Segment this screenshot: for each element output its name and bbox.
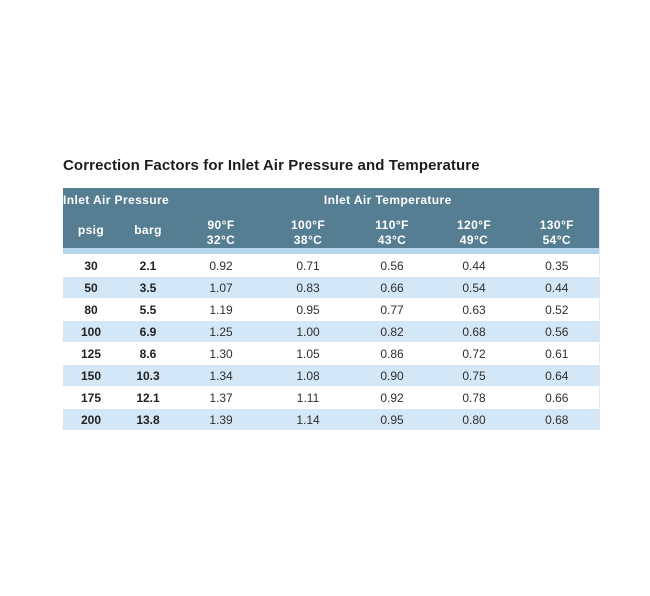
factor-cell: 0.61 [515, 342, 600, 365]
fahrenheit-label: 120°F [456, 218, 492, 232]
barg-cell: 10.3 [119, 364, 178, 387]
table-header: Inlet Air Pressure Inlet Air Temperature… [63, 188, 600, 248]
column-header-temp-100f: 100°F 38°C [265, 212, 352, 248]
factor-cell: 1.37 [177, 386, 266, 409]
psig-cell: 200 [63, 408, 119, 431]
factor-cell: 1.05 [265, 342, 352, 365]
table-row: 30 2.1 0.92 0.71 0.56 0.44 0.35 [63, 254, 600, 277]
column-header-psig: psig [63, 212, 119, 248]
factor-cell: 0.71 [265, 254, 352, 277]
psig-cell: 175 [63, 386, 119, 409]
factor-cell: 1.00 [265, 320, 352, 343]
celsius-label: 38°C [293, 233, 323, 247]
factor-cell: 0.95 [351, 408, 434, 431]
table-row: 150 10.3 1.34 1.08 0.90 0.75 0.64 [63, 364, 600, 387]
column-header-temp-110f: 110°F 43°C [351, 212, 434, 248]
factor-cell: 1.07 [177, 276, 266, 299]
factor-cell: 0.77 [351, 298, 434, 321]
factor-cell: 1.14 [265, 408, 352, 431]
content-area: Correction Factors for Inlet Air Pressur… [63, 156, 600, 431]
factor-cell: 0.44 [515, 276, 600, 299]
factor-cell: 0.66 [515, 386, 600, 409]
spacer-cell [63, 248, 600, 255]
factor-cell: 0.82 [351, 320, 434, 343]
barg-cell: 2.1 [119, 254, 178, 277]
factor-cell: 0.56 [351, 254, 434, 277]
factor-cell: 1.11 [265, 386, 352, 409]
table-row: 100 6.9 1.25 1.00 0.82 0.68 0.56 [63, 320, 600, 343]
table-row: 125 8.6 1.30 1.05 0.86 0.72 0.61 [63, 342, 600, 365]
fahrenheit-label: 110°F [375, 218, 409, 232]
factor-cell: 0.68 [433, 320, 516, 343]
column-header-temp-120f: 120°F 49°C [433, 212, 516, 248]
fahrenheit-label: 100°F [290, 218, 326, 232]
factor-cell: 0.78 [433, 386, 516, 409]
factor-cell: 0.64 [515, 364, 600, 387]
spacer-row [63, 248, 600, 255]
table-row: 175 12.1 1.37 1.11 0.92 0.78 0.66 [63, 386, 600, 409]
factor-cell: 0.86 [351, 342, 434, 365]
factor-cell: 1.19 [177, 298, 266, 321]
factor-cell: 1.08 [265, 364, 352, 387]
celsius-label: 32°C [206, 233, 236, 247]
factor-cell: 0.95 [265, 298, 352, 321]
celsius-label: 49°C [459, 233, 489, 247]
factor-cell: 0.75 [433, 364, 516, 387]
factor-cell: 1.39 [177, 408, 266, 431]
barg-cell: 3.5 [119, 276, 178, 299]
factor-cell: 0.52 [515, 298, 600, 321]
factor-cell: 0.80 [433, 408, 516, 431]
factor-cell: 0.92 [351, 386, 434, 409]
celsius-label: 43°C [377, 233, 407, 247]
barg-cell: 8.6 [119, 342, 178, 365]
barg-cell: 13.8 [119, 408, 178, 431]
column-header-temp-130f: 130°F 54°C [515, 212, 600, 248]
psig-cell: 125 [63, 342, 119, 365]
factor-cell: 1.25 [177, 320, 266, 343]
celsius-label: 54°C [542, 233, 571, 247]
column-header-barg: barg [119, 212, 178, 248]
factor-cell: 1.30 [177, 342, 266, 365]
group-header-pressure: Inlet Air Pressure [63, 188, 178, 212]
table-body: 30 2.1 0.92 0.71 0.56 0.44 0.35 50 3.5 1… [63, 248, 600, 431]
barg-cell: 6.9 [119, 320, 178, 343]
factor-cell: 0.44 [433, 254, 516, 277]
barg-cell: 12.1 [119, 386, 178, 409]
psig-cell: 50 [63, 276, 119, 299]
factor-cell: 0.72 [433, 342, 516, 365]
group-header-temperature: Inlet Air Temperature [177, 188, 600, 212]
psig-cell: 80 [63, 298, 119, 321]
factor-cell: 0.92 [177, 254, 266, 277]
factor-cell: 0.66 [351, 276, 434, 299]
table-row: 50 3.5 1.07 0.83 0.66 0.54 0.44 [63, 276, 600, 299]
group-header-row: Inlet Air Pressure Inlet Air Temperature [63, 188, 600, 212]
psig-cell: 100 [63, 320, 119, 343]
fahrenheit-label: 130°F [539, 218, 574, 232]
sub-header-row: psig barg 90°F 32°C 100°F 38°C 110°F 43°… [63, 212, 600, 248]
correction-factors-table: Inlet Air Pressure Inlet Air Temperature… [63, 188, 600, 431]
fahrenheit-label: 90°F [207, 218, 235, 232]
factor-cell: 1.34 [177, 364, 266, 387]
factor-cell: 0.68 [515, 408, 600, 431]
page-title: Correction Factors for Inlet Air Pressur… [63, 157, 480, 174]
psig-cell: 30 [63, 254, 119, 277]
table-row: 80 5.5 1.19 0.95 0.77 0.63 0.52 [63, 298, 600, 321]
psig-cell: 150 [63, 364, 119, 387]
column-header-temp-90f: 90°F 32°C [177, 212, 266, 248]
factor-cell: 0.54 [433, 276, 516, 299]
factor-cell: 0.83 [265, 276, 352, 299]
factor-cell: 0.35 [515, 254, 600, 277]
table-row: 200 13.8 1.39 1.14 0.95 0.80 0.68 [63, 408, 600, 431]
barg-cell: 5.5 [119, 298, 178, 321]
factor-cell: 0.63 [433, 298, 516, 321]
factor-cell: 0.56 [515, 320, 600, 343]
factor-cell: 0.90 [351, 364, 434, 387]
